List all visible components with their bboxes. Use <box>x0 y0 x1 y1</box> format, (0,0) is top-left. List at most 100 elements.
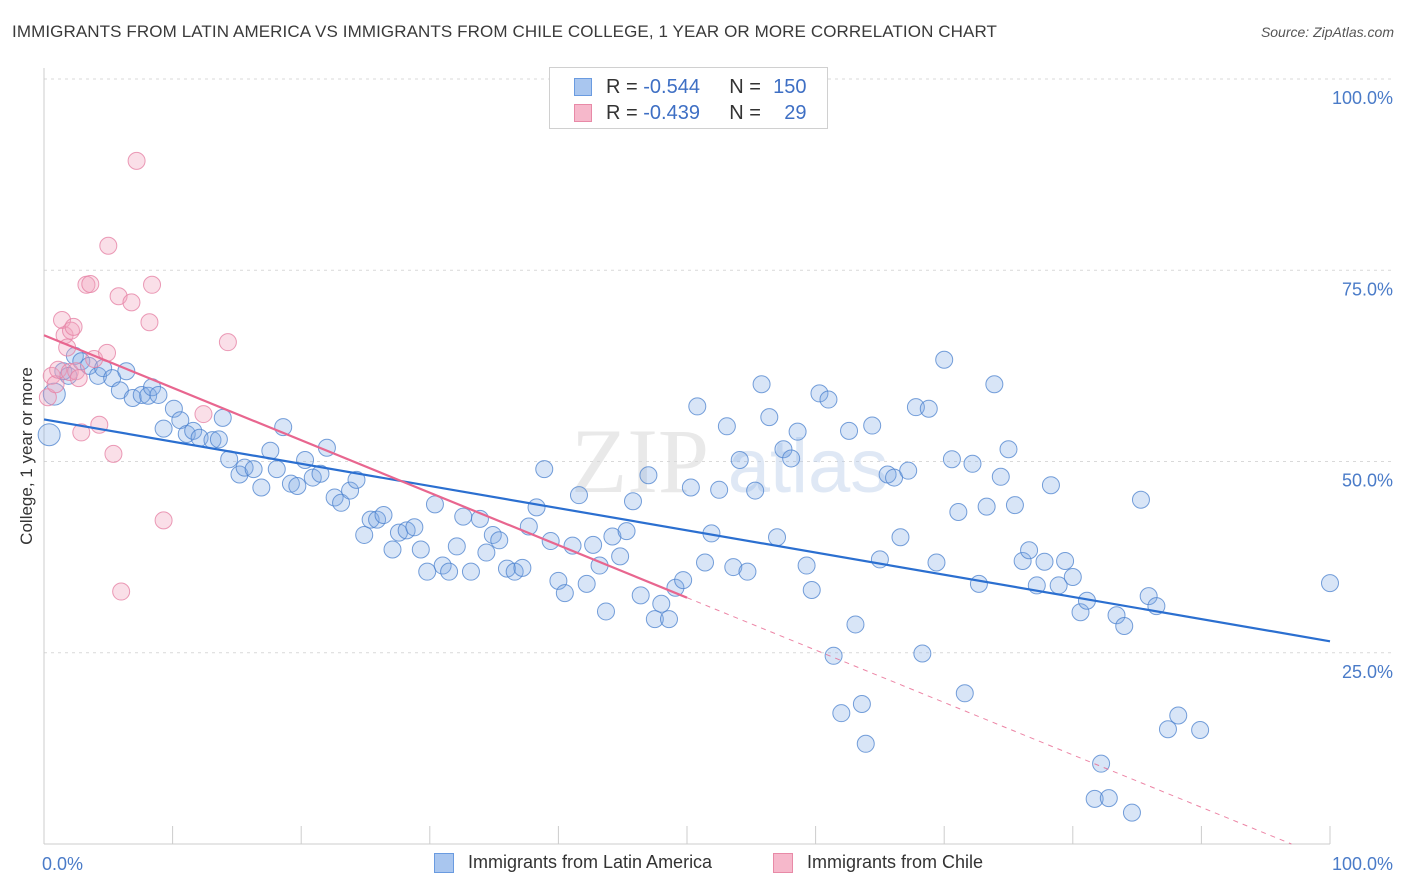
point-latin-america <box>213 408 232 427</box>
point-latin-america <box>1139 587 1158 606</box>
point-latin-america <box>383 540 402 559</box>
point-latin-america <box>584 535 603 554</box>
point-latin-america <box>991 467 1010 486</box>
point-latin-america <box>244 460 263 479</box>
point-latin-america <box>252 478 271 497</box>
point-latin-america <box>645 610 664 629</box>
point-chile <box>67 362 86 381</box>
point-latin-america <box>332 493 351 512</box>
y-tick-label: 100.0% <box>1332 88 1393 108</box>
point-latin-america <box>760 408 779 427</box>
point-latin-america <box>738 562 757 581</box>
point-chile <box>140 313 159 332</box>
point-latin-america <box>418 562 437 581</box>
point-chile <box>218 333 237 352</box>
watermark-atlas: atlas <box>728 424 889 509</box>
point-latin-america <box>1035 552 1054 571</box>
point-latin-america <box>374 506 393 525</box>
point-latin-america <box>596 602 615 621</box>
point-latin-america <box>341 481 360 500</box>
point-latin-america <box>891 528 910 547</box>
point-latin-america <box>824 646 843 665</box>
point-latin-america <box>288 476 307 495</box>
point-chile <box>122 293 141 312</box>
point-latin-america <box>717 417 736 436</box>
point-latin-america <box>1191 721 1210 740</box>
point-chile <box>154 511 173 530</box>
point-latin-america <box>1099 789 1118 808</box>
point-latin-america <box>659 610 678 629</box>
point-chile <box>99 236 118 255</box>
point-latin-america <box>577 574 596 593</box>
point-chile <box>72 423 91 442</box>
legend-row-latin-america: R = -0.544 N = 150 <box>574 75 807 99</box>
point-latin-america <box>164 399 183 418</box>
point-latin-america <box>447 537 466 556</box>
point-latin-america <box>752 375 771 394</box>
point-latin-america <box>846 615 865 634</box>
point-latin-america <box>746 481 765 500</box>
point-latin-america <box>617 522 636 541</box>
grid-lines <box>44 78 1392 654</box>
bottom-legend-swatch-latin-america <box>434 852 454 873</box>
point-latin-america <box>788 422 807 441</box>
point-chile <box>127 151 146 170</box>
point-latin-america <box>1041 476 1060 495</box>
point-latin-america <box>863 416 882 435</box>
point-latin-america <box>942 450 961 469</box>
point-chile <box>46 375 65 394</box>
point-latin-america <box>856 734 875 753</box>
point-latin-america <box>555 584 574 603</box>
point-latin-america <box>1005 496 1024 515</box>
point-latin-america <box>819 390 838 409</box>
point-latin-america <box>209 430 228 449</box>
point-latin-america <box>913 644 932 663</box>
y-tick-label: 75.0% <box>1342 279 1393 299</box>
point-latin-america <box>696 553 715 572</box>
bottom-legend-label: Immigrants from Latin America <box>468 852 713 872</box>
point-latin-america <box>1020 541 1039 560</box>
trend-line-latin-america <box>43 418 1331 643</box>
point-latin-america <box>1131 490 1150 509</box>
point-chile <box>104 444 123 463</box>
point-latin-america <box>977 497 996 516</box>
point-latin-america <box>935 350 954 369</box>
point-latin-america <box>955 684 974 703</box>
point-latin-america <box>969 574 988 593</box>
point-latin-america <box>513 558 532 577</box>
point-latin-america <box>535 460 554 479</box>
point-latin-america <box>267 460 286 479</box>
tick-labels: 100.0% 75.0% 50.0% 25.0% 0.0% 100.0% <box>42 88 1393 874</box>
point-latin-america <box>797 556 816 575</box>
point-latin-america <box>710 480 729 499</box>
point-latin-america <box>477 543 496 562</box>
point-latin-america <box>368 510 387 529</box>
trend-lines <box>43 334 1331 845</box>
y-tick-label: 50.0% <box>1342 471 1393 491</box>
point-latin-america <box>184 421 203 440</box>
point-latin-america <box>802 581 821 600</box>
trend-line-chile <box>43 334 688 599</box>
legend-row-chile: R = -0.439 N = 29 <box>574 101 807 125</box>
point-latin-america <box>674 571 693 590</box>
point-latin-america <box>1321 574 1339 593</box>
point-chile <box>60 362 79 381</box>
point-latin-america <box>919 399 938 418</box>
legend-r-value: -0.439 <box>643 101 700 124</box>
point-latin-america <box>899 461 918 480</box>
trend-line-chile-extrapolated <box>686 597 1292 845</box>
point-chile <box>64 317 83 336</box>
legend-r-value: -0.544 <box>643 75 700 98</box>
axes <box>43 68 1331 845</box>
source-credit: Source: ZipAtlas.com <box>1260 24 1394 40</box>
point-chile <box>194 405 213 424</box>
point-latin-america <box>355 525 374 544</box>
point-latin-america <box>852 695 871 714</box>
point-latin-america <box>347 470 366 489</box>
y-axis-label: College, 1 year or more <box>17 367 36 545</box>
point-latin-america <box>623 492 642 511</box>
point-chile <box>112 582 131 601</box>
point-latin-america <box>454 507 473 526</box>
point-latin-america <box>527 498 546 517</box>
point-latin-america <box>832 704 851 723</box>
